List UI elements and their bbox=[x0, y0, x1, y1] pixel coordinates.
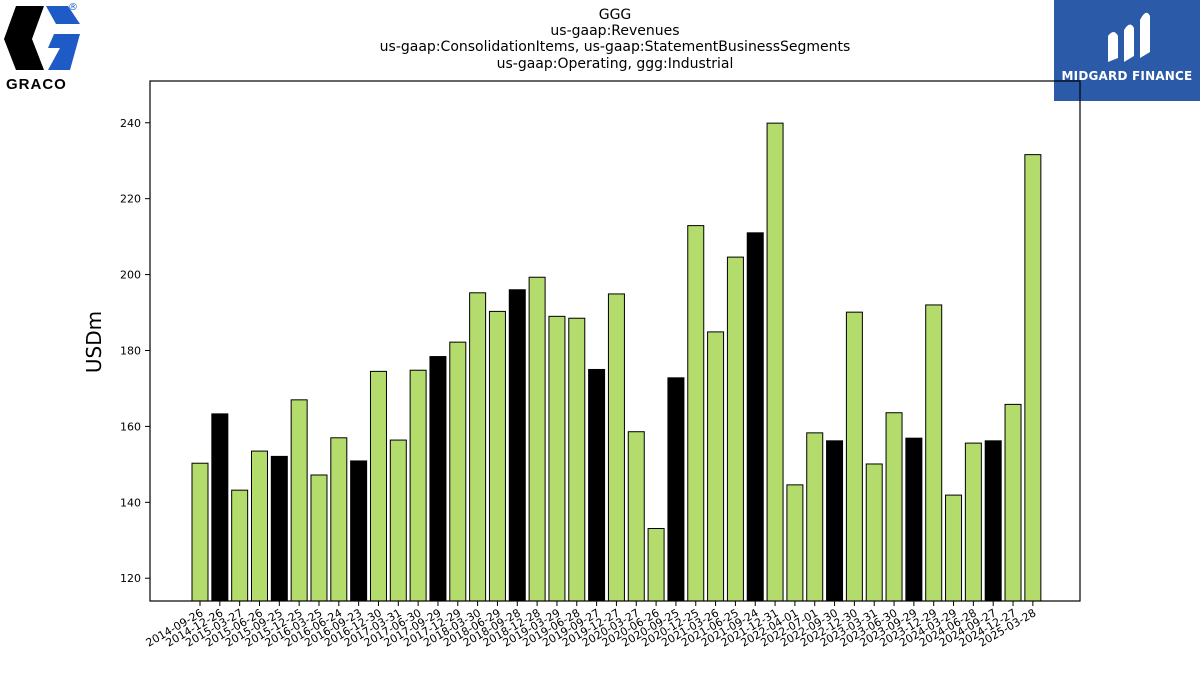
bar bbox=[290, 399, 308, 602]
bar bbox=[548, 315, 566, 602]
bar bbox=[806, 432, 824, 602]
bar bbox=[687, 225, 705, 602]
bar bbox=[1004, 403, 1022, 602]
bar bbox=[845, 311, 863, 602]
bar bbox=[389, 439, 407, 602]
bar bbox=[826, 440, 844, 602]
midgard-finance-logo: MIDGARD FINANCE bbox=[1054, 0, 1200, 101]
bar bbox=[568, 317, 586, 602]
bar bbox=[766, 122, 784, 602]
chart-title: GGG bbox=[598, 7, 632, 23]
bar bbox=[588, 368, 606, 602]
bar bbox=[369, 370, 387, 602]
bar bbox=[409, 369, 427, 602]
bar bbox=[905, 437, 923, 602]
plot-frame bbox=[149, 80, 1081, 602]
bar bbox=[429, 356, 447, 602]
bar bbox=[925, 304, 943, 602]
graco-logo-text: GRACO bbox=[6, 76, 67, 93]
bar bbox=[786, 484, 804, 602]
bar bbox=[350, 460, 368, 602]
y-tick-label: 220 bbox=[120, 193, 141, 206]
bar bbox=[488, 310, 506, 602]
bar bbox=[1024, 154, 1042, 602]
bar bbox=[449, 341, 467, 602]
chart-subtitle-2: us-gaap:ConsolidationItems, us-gaap:Stat… bbox=[379, 39, 851, 55]
bar bbox=[865, 463, 883, 602]
midgard-logo-text: MIDGARD FINANCE bbox=[1061, 69, 1193, 83]
y-tick-label: 180 bbox=[120, 344, 141, 357]
chart-subtitle-1: us-gaap:Revenues bbox=[550, 23, 680, 39]
bar bbox=[607, 293, 625, 602]
bar bbox=[984, 440, 1002, 602]
bar bbox=[469, 292, 487, 602]
bar bbox=[330, 437, 348, 602]
bar bbox=[647, 528, 665, 602]
bar bbox=[211, 413, 229, 602]
bar bbox=[726, 256, 744, 602]
bar bbox=[746, 232, 764, 602]
registered-mark: ® bbox=[68, 2, 78, 13]
graco-logo: ® GRACO bbox=[4, 2, 84, 94]
y-tick-label: 120 bbox=[120, 572, 141, 585]
bar bbox=[667, 377, 685, 602]
chart-subtitle-3: us-gaap:Operating, ggg:Industrial bbox=[496, 56, 734, 72]
y-tick-label: 160 bbox=[120, 420, 141, 433]
bar bbox=[231, 489, 249, 602]
bar bbox=[191, 462, 209, 602]
bar bbox=[945, 494, 963, 602]
y-tick-label: 200 bbox=[120, 269, 141, 282]
bar bbox=[508, 289, 526, 602]
graco-mark-icon bbox=[4, 6, 80, 70]
bar bbox=[270, 455, 288, 602]
bar bbox=[707, 331, 725, 602]
bar bbox=[250, 450, 268, 602]
bar bbox=[885, 412, 903, 602]
bar bbox=[627, 431, 645, 602]
midgard-mark-icon bbox=[1108, 12, 1150, 63]
bar bbox=[964, 442, 982, 602]
bar bbox=[528, 276, 546, 602]
bar bbox=[310, 474, 328, 602]
y-tick-label: 240 bbox=[120, 117, 141, 130]
y-tick-label: 140 bbox=[120, 496, 141, 509]
